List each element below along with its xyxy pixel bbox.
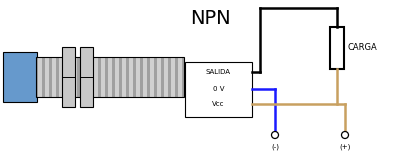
Bar [150, 57, 154, 97]
Bar [62, 47, 75, 107]
Bar [80, 47, 93, 107]
Bar [73, 57, 77, 97]
Bar [101, 57, 105, 97]
Bar [38, 57, 42, 97]
Bar [171, 57, 175, 97]
Bar [129, 57, 133, 97]
Bar [108, 57, 112, 97]
Circle shape [271, 131, 279, 139]
Bar [143, 57, 147, 97]
Bar [87, 57, 91, 97]
Text: (-): (-) [271, 143, 279, 150]
Bar [45, 57, 49, 97]
Text: SALIDA: SALIDA [206, 69, 231, 75]
Bar [136, 57, 140, 97]
Text: NPN: NPN [190, 9, 230, 27]
Bar [3, 52, 37, 102]
Bar [36, 57, 184, 97]
Bar [52, 57, 56, 97]
Bar [66, 57, 70, 97]
Bar [185, 62, 252, 117]
Bar [157, 57, 161, 97]
Bar [59, 57, 63, 97]
Bar [80, 57, 84, 97]
Text: 0 V: 0 V [213, 86, 224, 92]
Circle shape [342, 131, 348, 139]
Bar [36, 57, 184, 97]
Bar [122, 57, 126, 97]
Text: (+): (+) [339, 143, 351, 150]
Bar [330, 27, 344, 69]
Text: CARGA: CARGA [347, 44, 377, 53]
Bar [94, 57, 98, 97]
Bar [178, 57, 182, 97]
Bar [164, 57, 168, 97]
Bar [115, 57, 119, 97]
Text: Vcc: Vcc [212, 101, 225, 107]
